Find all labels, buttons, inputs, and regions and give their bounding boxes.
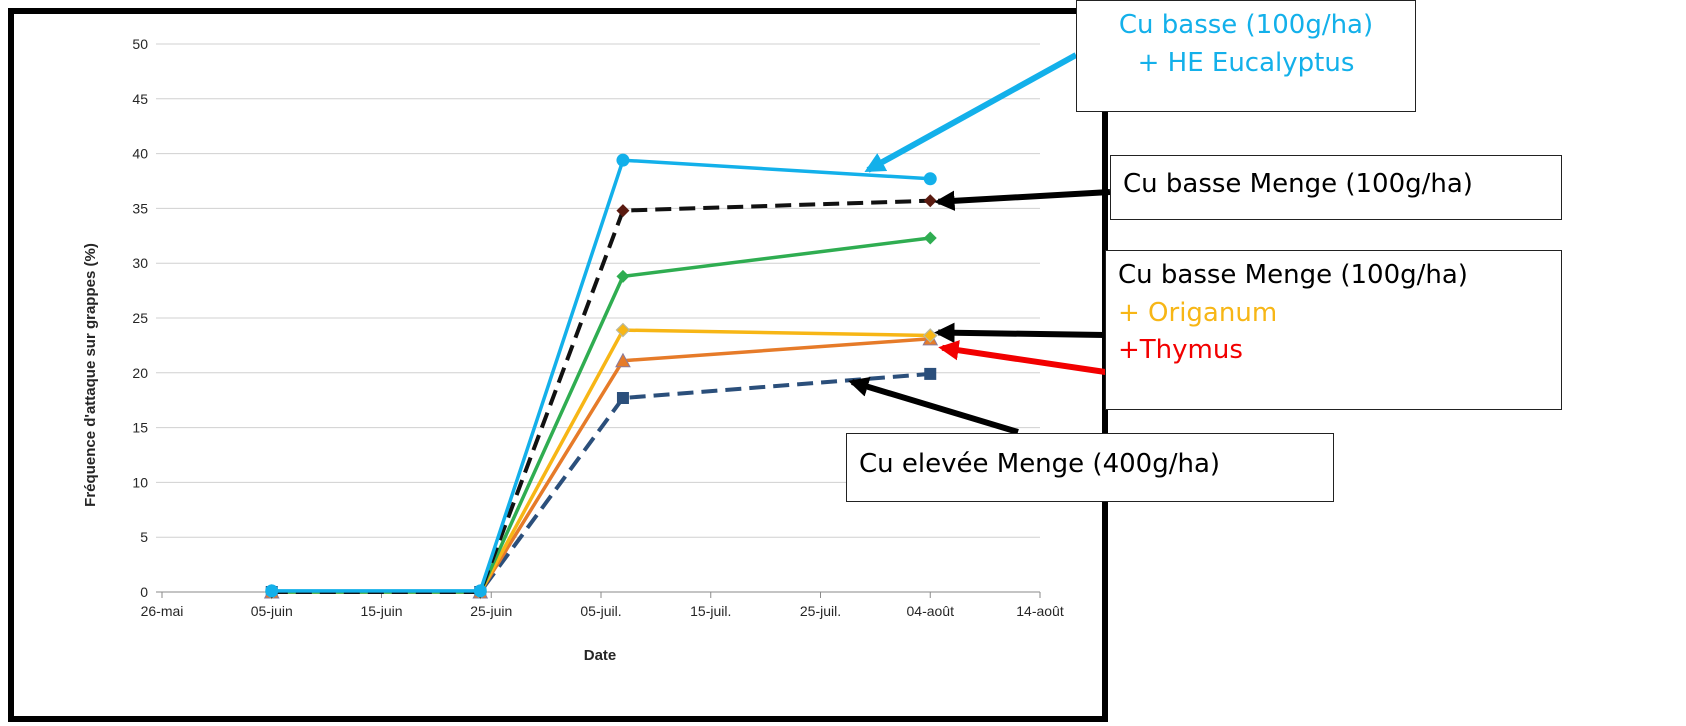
data-point (923, 194, 937, 208)
y-tick-label: 45 (132, 91, 148, 107)
x-tick-label: 25-juil. (800, 603, 841, 619)
axes: 0 5 10 15 20 25 30 35 40 45 50 26-mai 05-juin 15-juin… (132, 36, 1063, 619)
x-tick-label: 05-juil. (580, 603, 621, 619)
data-point (473, 584, 487, 598)
callout-eucalyptus: Cu basse (100g/ha) + HE Eucalyptus (1076, 0, 1416, 112)
x-tick-label: 15-juil. (690, 603, 731, 619)
y-tick-label: 10 (132, 474, 148, 490)
data-point (616, 392, 629, 405)
gridlines (156, 43, 1040, 593)
callout-origanum-line1: Cu basse Menge (100g/ha) (1118, 260, 1468, 290)
x-tick-label: 15-juin (360, 603, 402, 619)
x-tick-label: 26-mai (141, 603, 184, 619)
series-line (271, 328, 931, 594)
data-point (923, 231, 937, 245)
series (263, 153, 939, 600)
data-point (616, 204, 630, 218)
series-line (271, 337, 931, 594)
x-axis-title: Date (584, 647, 617, 664)
x-tick-label: 04-août (907, 603, 955, 619)
y-tick-label: 35 (132, 200, 148, 216)
callout-arrows (848, 52, 1113, 435)
y-tick-label: 5 (140, 529, 148, 545)
callout-menge-line1: Cu basse Menge (100g/ha) (1123, 169, 1473, 199)
arrow-origanum (934, 322, 1106, 343)
data-point (923, 172, 937, 186)
data-point (615, 352, 631, 368)
callout-eucalyptus-line2: + HE Eucalyptus (1137, 47, 1355, 78)
x-tick-label: 05-juin (251, 603, 293, 619)
data-point (924, 367, 937, 380)
series-line (271, 371, 931, 594)
data-point (616, 269, 630, 283)
callout-elevee-line1: Cu elevée Menge (400g/ha) (859, 449, 1221, 479)
y-axis-title: Fréquence d'attaque sur grappes (%) (82, 243, 99, 507)
series-line (271, 236, 931, 594)
data-point (616, 153, 630, 167)
y-tick-label: 15 (132, 420, 148, 436)
y-tick-label: 50 (132, 36, 148, 52)
y-tick-label: 20 (132, 365, 148, 381)
chart-frame (8, 8, 1108, 722)
x-tick-label: 25-juin (470, 603, 512, 619)
arrow-menge-low (934, 189, 1111, 211)
y-tick-label: 30 (132, 255, 148, 271)
y-tick-label: 0 (140, 584, 148, 600)
callout-menge-low: Cu basse Menge (100g/ha) (1110, 155, 1562, 220)
series-line (271, 158, 931, 593)
callout-origanum-line2: + Origanum (1118, 297, 1278, 328)
x-tick-label: 14-août (1016, 603, 1064, 619)
callout-origanum-thymus: Cu basse Menge (100g/ha) + Origanum +Thy… (1105, 250, 1562, 410)
data-point (265, 584, 279, 598)
callout-elevee: Cu elevée Menge (400g/ha) (846, 433, 1334, 502)
callout-thymus-line: +Thymus (1118, 335, 1243, 366)
y-tick-label: 25 (132, 310, 148, 326)
y-tick-label: 40 (132, 146, 148, 162)
arrow-thymus (938, 340, 1113, 376)
callout-eucalyptus-line1: Cu basse (100g/ha) (1118, 10, 1374, 40)
arrow-eucalyptus (864, 52, 1078, 173)
data-point (615, 322, 631, 338)
arrow-elevee (848, 376, 1019, 435)
